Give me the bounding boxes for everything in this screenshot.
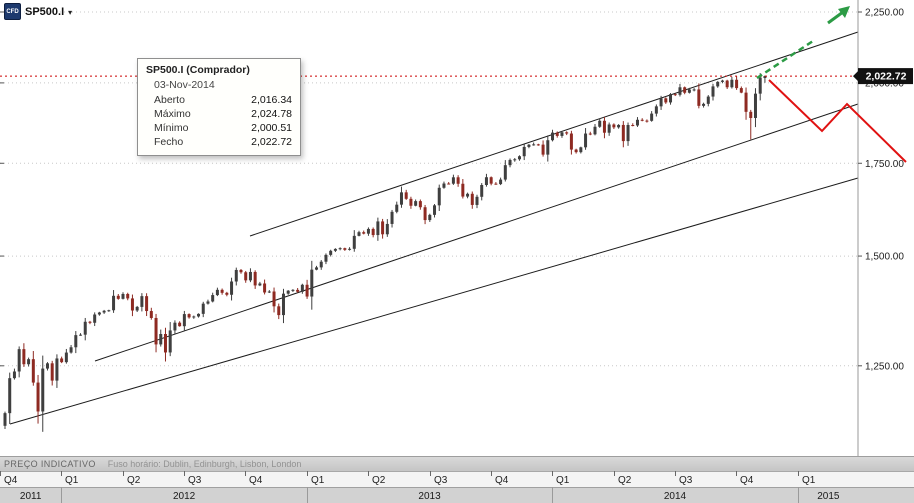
tooltip-row-high: Máximo 2,024.78 bbox=[154, 107, 292, 121]
price-indicative-label: PREÇO INDICATIVO bbox=[4, 459, 96, 469]
quarter-label: Q4 bbox=[495, 475, 509, 486]
candles bbox=[3, 73, 767, 432]
ohlc-tooltip: SP500.I (Comprador) 03-Nov-2014 Aberto 2… bbox=[137, 58, 301, 156]
status-bar: PREÇO INDICATIVO Fuso horário: Dublin, E… bbox=[0, 456, 914, 471]
tooltip-title: SP500.I (Comprador) bbox=[146, 64, 250, 76]
low-label: Mínimo bbox=[154, 122, 189, 134]
quarter-label: Q2 bbox=[127, 475, 141, 486]
tooltip-row-close: Fecho 2,022.72 bbox=[154, 135, 292, 149]
year-label: 2013 bbox=[418, 491, 441, 502]
price-axis-label: 1,500.00 bbox=[865, 252, 904, 263]
instrument-label: SP500.I bbox=[25, 5, 65, 18]
green-trend-line[interactable] bbox=[756, 39, 814, 80]
price-chart[interactable]: 2,250.002,000.001,750.001,500.001,250.00… bbox=[0, 0, 914, 456]
tooltip-row-low: Mínimo 2,000.51 bbox=[154, 121, 292, 135]
quarter-label: Q3 bbox=[679, 475, 693, 486]
tooltip-row-open: Aberto 2,016.34 bbox=[154, 93, 292, 107]
price-axis-label: 2,250.00 bbox=[865, 8, 904, 19]
high-label: Máximo bbox=[154, 108, 191, 120]
quarter-label: Q4 bbox=[249, 475, 263, 486]
current-price-badge: 2,022.72 bbox=[853, 68, 913, 85]
quarter-label: Q1 bbox=[311, 475, 325, 486]
cfd-logo-icon: CFD bbox=[4, 3, 21, 20]
instrument-selector[interactable]: CFD SP500.I ▾ bbox=[4, 3, 72, 20]
quarter-label: Q3 bbox=[188, 475, 202, 486]
current-price-value: 2,022.72 bbox=[866, 71, 907, 83]
close-value: 2,022.72 bbox=[251, 136, 292, 148]
open-value: 2,016.34 bbox=[251, 94, 292, 106]
price-axis-label: 1,750.00 bbox=[865, 159, 904, 170]
low-value: 2,000.51 bbox=[251, 122, 292, 134]
open-label: Aberto bbox=[154, 94, 185, 106]
high-value: 2,024.78 bbox=[251, 108, 292, 120]
quarter-label: Q1 bbox=[556, 475, 570, 486]
time-axis[interactable]: Q4 Q1 Q2 Q3 Q4 Q1 Q2 Q3 Q4 Q1 Q2 Q3 Q4 Q1 2011 2012 2013… bbox=[0, 471, 914, 503]
quarter-label: Q3 bbox=[434, 475, 448, 486]
quarter-label: Q4 bbox=[4, 475, 18, 486]
year-label: 2015 bbox=[817, 491, 840, 502]
green-arrow-icon[interactable] bbox=[827, 6, 850, 25]
chevron-down-icon: ▾ bbox=[68, 8, 73, 17]
close-label: Fecho bbox=[154, 136, 184, 148]
quarter-label: Q1 bbox=[802, 475, 816, 486]
year-label: 2014 bbox=[664, 491, 687, 502]
year-label: 2011 bbox=[20, 491, 42, 502]
timezone-label: Fuso horário: Dublin, Edinburgh, Lisbon,… bbox=[107, 459, 302, 469]
gridlines bbox=[0, 11, 858, 367]
red-projection-line[interactable] bbox=[768, 79, 907, 163]
year-label: 2012 bbox=[173, 491, 196, 502]
quarter-label: Q1 bbox=[65, 475, 79, 486]
quarter-label: Q2 bbox=[372, 475, 386, 486]
quarter-label: Q2 bbox=[618, 475, 632, 486]
price-axis-label: 1,250.00 bbox=[865, 361, 904, 372]
quarter-label: Q4 bbox=[740, 475, 754, 486]
tooltip-date: 03-Nov-2014 bbox=[154, 79, 215, 91]
